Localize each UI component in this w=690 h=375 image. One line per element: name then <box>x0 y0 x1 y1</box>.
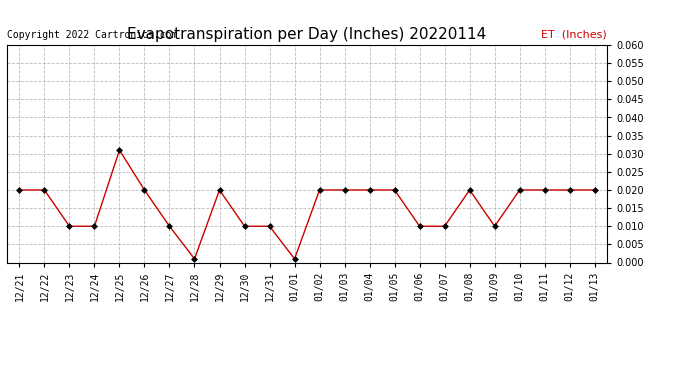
Title: Evapotranspiration per Day (Inches) 20220114: Evapotranspiration per Day (Inches) 2022… <box>128 27 486 42</box>
Text: ET  (Inches): ET (Inches) <box>542 30 607 40</box>
Text: Copyright 2022 Cartronics.com: Copyright 2022 Cartronics.com <box>7 30 177 40</box>
